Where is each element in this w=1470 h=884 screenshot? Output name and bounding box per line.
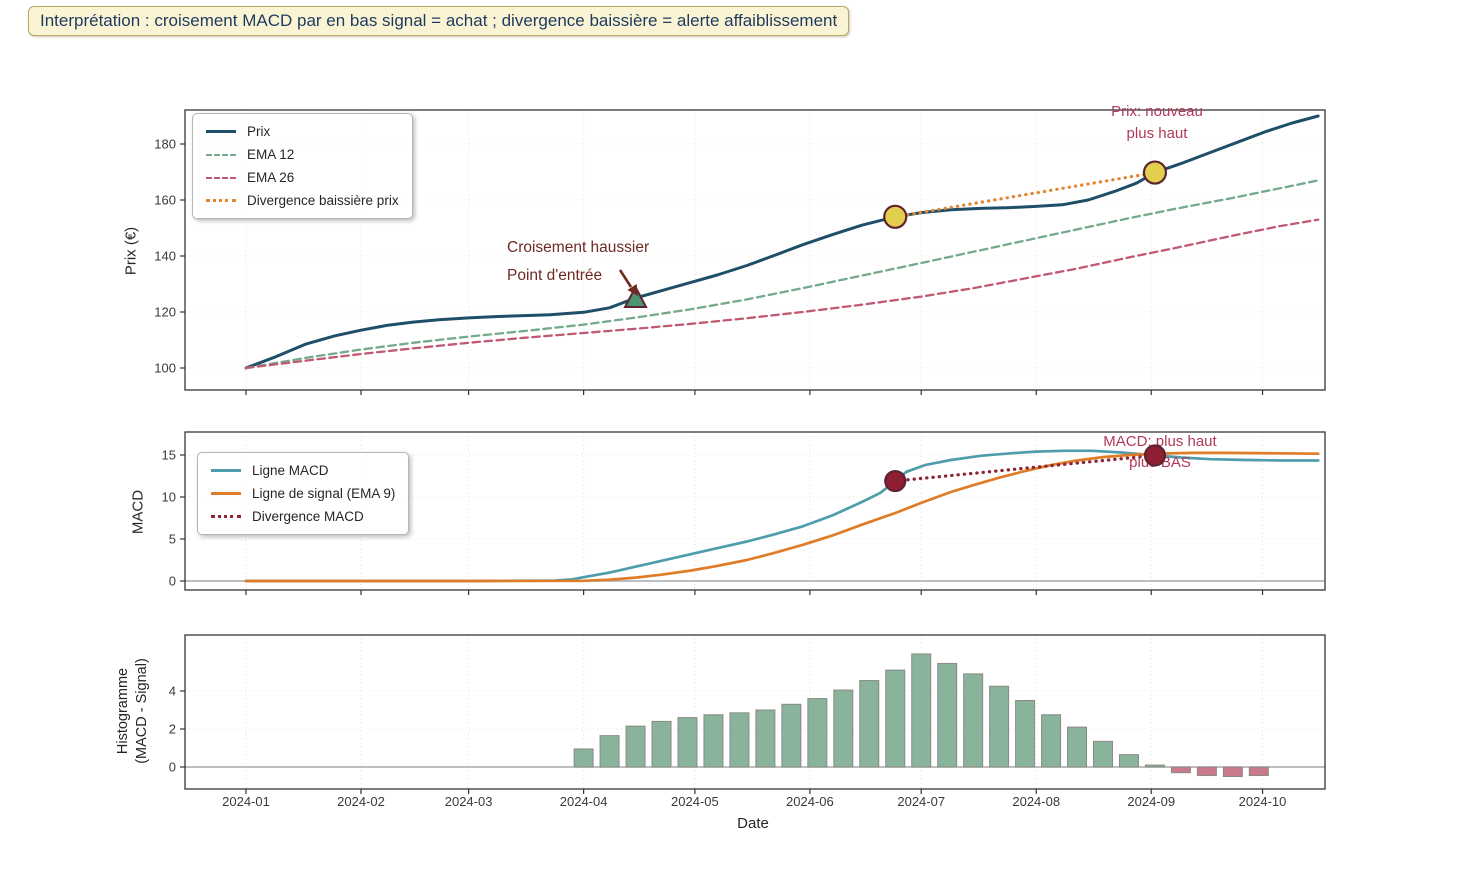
price-legend: Prix EMA 12 EMA 26 Divergence baissière pri… [192, 113, 413, 219]
divergence-macd-line [893, 453, 1157, 483]
x-tick-label: 2024-09 [1127, 794, 1175, 809]
histogram-axis-label-line1: Histogramme [115, 667, 131, 755]
histogram-bar [1015, 700, 1036, 768]
interpretation-note: Interprétation : croisement MACD par en … [28, 6, 850, 36]
x-tick-label: 2024-03 [445, 794, 493, 809]
legend-swatch-solid [211, 492, 241, 495]
histogram-bar [729, 712, 750, 768]
histogram-bar [1196, 766, 1217, 777]
y-tick-label: 4 [169, 684, 176, 699]
histogram-bar [989, 685, 1010, 768]
legend-item-divergence-baissiere-prix: Divergence baissière prix [206, 193, 399, 208]
y-tick-label: 120 [154, 305, 176, 320]
legend-label: EMA 26 [247, 170, 295, 185]
legend-swatch-solid [206, 130, 236, 133]
ema-12-line [244, 179, 1320, 370]
price-new-high-annotation: Prix: nouveau plus haut [1111, 101, 1203, 145]
histogram-bar [625, 725, 646, 768]
histogram-bar [1093, 740, 1114, 768]
histogram-bar [911, 653, 932, 768]
bullish-cross-annotation-line1: Croisement haussier [507, 239, 650, 256]
histogram-bar [1067, 726, 1088, 768]
histogram-bar [1248, 766, 1269, 777]
histogram-bar [807, 698, 828, 768]
y-tick-label: 140 [154, 249, 176, 264]
y-tick-label: 100 [154, 361, 176, 376]
histogram-bar [781, 703, 802, 768]
ligne-de-signal-ema-9-line [244, 451, 1320, 583]
macd-axis-label: MACD [129, 489, 147, 535]
price-axis-label: Prix (€) [122, 226, 140, 276]
bullish-cross-annotation-line2: Point d'entrée [507, 267, 603, 284]
legend-swatch-dashed [206, 153, 236, 156]
bullish-cross-annotation: Croisement haussier Point d'entrée [507, 234, 649, 290]
histogram-bar [885, 669, 906, 768]
histogram-bar [573, 748, 594, 768]
y-tick-label: 160 [154, 193, 176, 208]
legend-label: Prix [247, 124, 271, 139]
x-tick-label: 2024-06 [786, 794, 834, 809]
legend-item-ligne-de-signal-ema-9: Ligne de signal (EMA 9) [211, 486, 395, 501]
histogram-bar [1222, 766, 1243, 777]
x-tick-label: 2024-05 [671, 794, 719, 809]
macd-divergence-annotation-line1: MACD: plus haut [1103, 433, 1217, 450]
legend-swatch-dotted [206, 199, 236, 202]
macd-legend: Ligne MACD Ligne de signal (EMA 9) Diverge… [197, 452, 410, 535]
plot-border [184, 431, 1326, 591]
histogram-axis-label: Histogramme (MACD - Signal) [114, 658, 152, 764]
histogram-bar [677, 717, 698, 768]
histogram-bar [1144, 764, 1165, 768]
ema-26-line [244, 218, 1320, 370]
price-new-high-annotation-line2: plus haut [1126, 125, 1188, 142]
x-tick-label: 2024-07 [897, 794, 945, 809]
histogram-bar [859, 680, 880, 768]
histogram-bar [1118, 754, 1139, 768]
x-tick-label: 2024-04 [560, 794, 608, 809]
x-tick-label: 2024-10 [1239, 794, 1287, 809]
x-tick-label: 2024-02 [337, 794, 385, 809]
legend-item-ema-26: EMA 26 [206, 170, 399, 185]
legend-label: Divergence baissière prix [247, 193, 399, 208]
histogram-bar [963, 673, 984, 768]
histogram-bar [651, 720, 672, 768]
y-tick-label: 0 [169, 574, 176, 589]
y-tick-label: 0 [169, 760, 176, 775]
divergence-baissiere-prix-line [893, 171, 1157, 219]
histogram-bar [703, 714, 724, 768]
histogram-bar [755, 709, 776, 768]
y-tick-label: 2 [169, 722, 176, 737]
histogram-bar [833, 689, 854, 768]
legend-item-ligne-macd: Ligne MACD [211, 463, 395, 478]
macd-divergence-annotation-line2: plus BAS [1129, 454, 1191, 471]
histogram-bar [1041, 714, 1062, 768]
date-axis-label: Date [737, 815, 769, 832]
legend-swatch-solid [211, 469, 241, 472]
legend-item-prix: Prix [206, 124, 399, 139]
legend-swatch-dotted [211, 515, 241, 518]
macd-divergence-annotation: MACD: plus haut plus BAS [1103, 431, 1216, 473]
plot-border [184, 634, 1326, 790]
histogram-axis-label-line2: (MACD - Signal) [134, 658, 150, 764]
histogram-bar [599, 735, 620, 768]
legend-label: Divergence MACD [252, 509, 364, 524]
legend-label: Ligne MACD [252, 463, 329, 478]
legend-label: EMA 12 [247, 147, 295, 162]
histogram-bar [937, 662, 958, 768]
histogram-bar [1170, 766, 1191, 774]
price-new-high-annotation-line1: Prix: nouveau [1111, 103, 1203, 120]
y-tick-label: 10 [162, 490, 176, 505]
y-tick-label: 15 [162, 448, 176, 463]
legend-swatch-dashed [206, 176, 236, 179]
legend-item-ema-12: EMA 12 [206, 147, 399, 162]
y-tick-label: 5 [169, 532, 176, 547]
y-tick-label: 180 [154, 137, 176, 152]
plot-border [184, 109, 1326, 391]
x-tick-label: 2024-01 [222, 794, 270, 809]
legend-item-divergence-macd: Divergence MACD [211, 509, 395, 524]
legend-label: Ligne de signal (EMA 9) [252, 486, 396, 501]
x-tick-label: 2024-08 [1012, 794, 1060, 809]
